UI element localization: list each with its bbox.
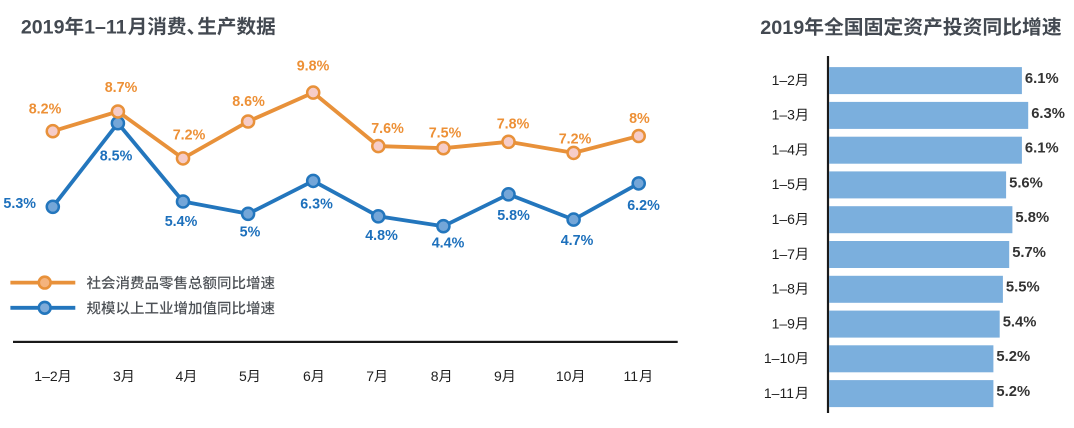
svg-text:10: 10: [556, 368, 572, 384]
svg-text:1–2: 1–2: [34, 368, 58, 384]
svg-text:5.8%: 5.8%: [497, 208, 530, 224]
svg-text:6: 6: [303, 368, 311, 384]
svg-text:5%: 5%: [240, 225, 261, 241]
svg-text:5.6%: 5.6%: [1009, 175, 1043, 191]
svg-text:2019: 2019: [760, 17, 804, 39]
svg-text:8.6%: 8.6%: [232, 94, 265, 110]
svg-text:6.2%: 6.2%: [627, 198, 660, 214]
svg-text:5.8%: 5.8%: [1015, 210, 1049, 226]
svg-text:5.3%: 5.3%: [3, 196, 36, 212]
svg-text:1–8: 1–8: [772, 281, 796, 297]
svg-text:1–3: 1–3: [772, 107, 796, 123]
svg-text:7.6%: 7.6%: [371, 121, 404, 137]
svg-text:8.5%: 8.5%: [100, 148, 133, 164]
svg-text:5.2%: 5.2%: [996, 349, 1030, 365]
svg-text:8: 8: [431, 368, 439, 384]
svg-text:1–10: 1–10: [764, 350, 795, 366]
svg-text:1–2: 1–2: [772, 72, 796, 88]
svg-text:5.4%: 5.4%: [165, 214, 198, 230]
svg-text:5: 5: [239, 368, 247, 384]
svg-text:4.7%: 4.7%: [561, 233, 594, 249]
svg-text:7.8%: 7.8%: [497, 117, 530, 133]
svg-text:1–9: 1–9: [772, 315, 796, 331]
svg-text:9.8%: 9.8%: [297, 58, 330, 74]
svg-text:5.2%: 5.2%: [996, 384, 1030, 400]
svg-text:6.3%: 6.3%: [300, 197, 333, 213]
svg-text:4: 4: [176, 368, 184, 384]
svg-text:6.1%: 6.1%: [1025, 141, 1059, 157]
svg-text:8.2%: 8.2%: [29, 102, 62, 118]
svg-text:4.4%: 4.4%: [432, 235, 465, 251]
svg-text:6.1%: 6.1%: [1025, 71, 1059, 87]
svg-text:4.8%: 4.8%: [365, 228, 398, 244]
svg-text:7.5%: 7.5%: [429, 125, 462, 141]
svg-text:7.2%: 7.2%: [559, 132, 592, 148]
svg-text:1–4: 1–4: [772, 142, 796, 158]
svg-text:7.2%: 7.2%: [173, 128, 206, 144]
svg-text:5.7%: 5.7%: [1012, 245, 1046, 261]
svg-text:1–6: 1–6: [772, 211, 796, 227]
svg-text:3: 3: [113, 368, 121, 384]
svg-text:5.5%: 5.5%: [1006, 280, 1040, 296]
svg-text:1–7: 1–7: [772, 246, 796, 262]
svg-text:7: 7: [366, 368, 374, 384]
svg-text:2019: 2019: [21, 16, 65, 38]
svg-text:9: 9: [494, 368, 502, 384]
svg-text:8%: 8%: [629, 111, 650, 127]
svg-text:6.3%: 6.3%: [1031, 106, 1065, 122]
svg-text:1–11: 1–11: [84, 16, 127, 38]
svg-text:1–5: 1–5: [772, 176, 796, 192]
svg-text:8.7%: 8.7%: [105, 80, 138, 96]
svg-text:1–11: 1–11: [764, 385, 794, 401]
svg-text:5.4%: 5.4%: [1003, 315, 1037, 331]
svg-text:11: 11: [624, 368, 639, 384]
